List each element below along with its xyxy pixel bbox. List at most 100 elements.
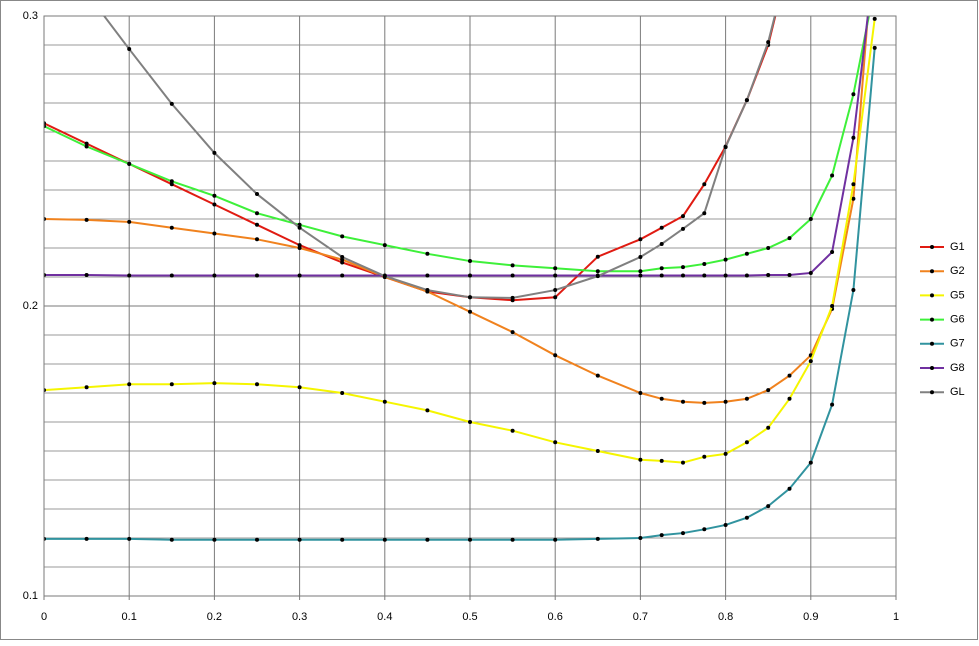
point-marker [744,515,749,520]
point-marker [468,295,472,300]
point-marker [127,273,132,278]
point-marker [84,272,89,277]
point-marker [787,396,792,401]
point-marker [659,458,664,463]
point-marker [553,266,558,271]
point-marker [766,388,771,393]
point-marker [681,460,685,465]
point-marker [638,254,643,259]
point-marker [382,399,387,404]
point-marker [127,219,132,224]
point-marker [638,237,643,242]
point-marker [212,150,217,155]
legend-label: G6 [950,314,965,326]
point-marker [723,451,728,456]
point-marker [340,537,345,542]
point-marker [595,274,600,279]
point-marker [787,236,792,241]
point-marker [851,182,856,187]
point-marker [638,273,643,278]
point-marker [872,45,877,50]
point-marker [425,288,430,293]
point-marker [212,193,217,198]
point-marker [169,182,174,187]
point-marker [382,243,387,248]
point-marker [808,270,813,275]
point-marker [638,391,643,395]
point-marker [84,385,89,390]
point-marker [553,273,558,278]
point-marker [468,537,472,542]
x-tick-label: 0.5 [462,611,477,623]
point-marker [127,161,132,166]
x-tick-label: 0.8 [718,611,733,623]
legend-marker [930,366,934,370]
plot-series [44,16,877,542]
point-marker [510,295,515,300]
point-marker [84,217,89,222]
y-tick-label: 0.1 [23,590,38,602]
point-marker [382,274,387,279]
series-line [44,47,876,541]
legend-marker [930,293,934,298]
point-marker [297,243,302,248]
point-marker [808,359,813,364]
point-marker [297,385,302,390]
x-tick-label: 0.6 [548,611,563,623]
point-marker [425,251,430,256]
point-marker [766,272,771,277]
point-marker [681,531,685,536]
point-marker [425,273,430,278]
point-marker [84,536,89,541]
point-marker [787,272,792,277]
point-marker [255,211,259,216]
point-marker [595,254,600,259]
point-marker [766,504,771,509]
legend-label: G5 [950,289,965,301]
legend-label: GL [950,386,965,398]
point-marker [553,537,558,542]
point-marker [255,222,259,227]
point-marker [212,231,217,236]
point-marker [702,261,707,266]
point-marker [468,309,472,314]
point-marker [510,263,515,268]
point-marker [255,192,259,197]
point-marker [340,234,345,239]
point-marker [212,273,217,278]
point-marker [766,246,771,250]
point-marker [638,269,643,274]
point-marker [851,92,856,97]
point-marker [425,408,430,413]
legend-marker [930,317,934,322]
x-tick-label: 0.4 [377,611,392,623]
point-marker [681,265,685,270]
point-marker [851,135,856,140]
point-marker [255,382,259,387]
point-marker [84,141,89,146]
point-marker [553,440,558,445]
point-marker [723,257,728,262]
point-marker [127,382,132,387]
legend-label: G1 [950,241,965,253]
point-marker [744,396,749,401]
point-marker [297,225,302,230]
point-marker [510,537,515,542]
legend-label: G2 [950,265,965,277]
point-marker [702,527,707,532]
point-marker [851,196,856,201]
legend-marker [930,269,934,274]
point-marker [681,273,685,278]
point-marker [851,288,856,293]
point-marker [702,400,707,405]
series-line [44,16,869,277]
point-marker [595,373,600,378]
point-marker [169,382,174,387]
point-marker [169,537,174,542]
x-tick-label: 0.3 [292,611,307,623]
x-tick-label: 0.9 [803,611,818,623]
point-marker [297,273,302,278]
point-marker [830,173,835,178]
point-marker [659,241,664,246]
x-tick-label: 0.7 [633,611,648,623]
